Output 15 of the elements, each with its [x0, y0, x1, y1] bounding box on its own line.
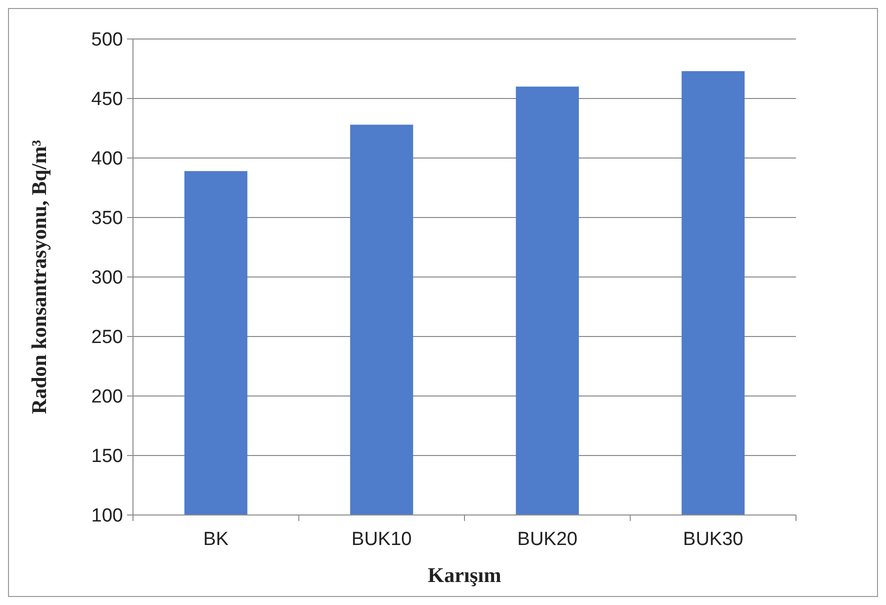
y-tick-label: 350 — [91, 208, 123, 230]
y-tick-label: 400 — [91, 148, 123, 170]
x-tick-label: BUK30 — [683, 529, 744, 550]
y-axis-title: Radon konsantrasyonu, Bq/m³ — [27, 140, 51, 414]
x-tick-label: BUK10 — [352, 529, 412, 550]
y-tick-label: 200 — [91, 386, 123, 408]
y-tick-label: 300 — [91, 268, 123, 289]
y-tick-label: 150 — [91, 446, 123, 468]
y-tick-label: 100 — [91, 506, 123, 527]
x-tick-label: BK — [203, 529, 229, 550]
x-tick-label: BUK20 — [517, 529, 578, 550]
y-tick-label: 250 — [91, 327, 123, 348]
x-axis-title: Karışım — [428, 563, 502, 587]
y-tick-label: 500 — [91, 30, 123, 51]
y-tick-label: 450 — [91, 89, 123, 110]
